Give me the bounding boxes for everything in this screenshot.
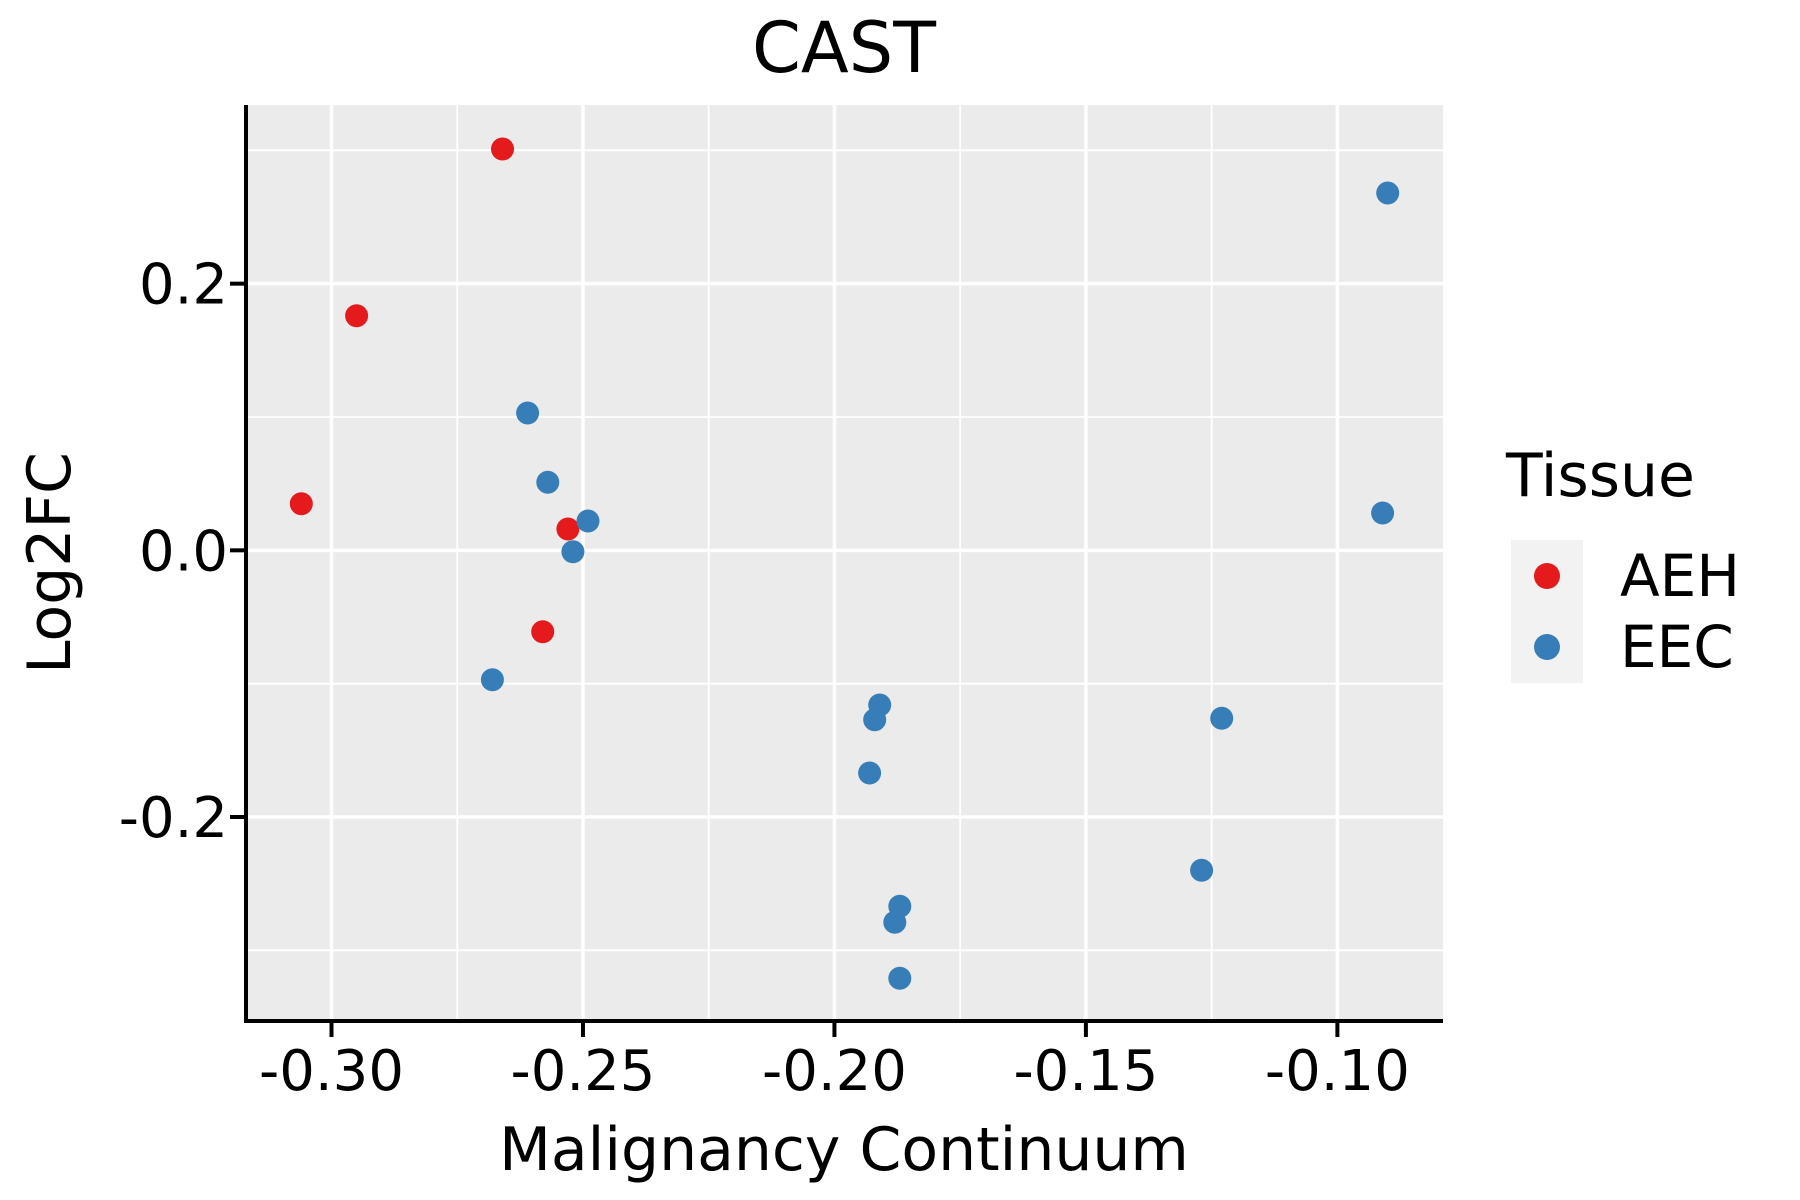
data-points-layer [289, 137, 1400, 990]
data-point-aeh [556, 517, 580, 541]
plot-panel [246, 105, 1443, 1021]
legend-marker-aeh-icon [1534, 563, 1560, 589]
x-tick-label: -0.20 [762, 1039, 907, 1104]
data-point-eec [888, 966, 912, 990]
data-point-eec [858, 761, 882, 785]
x-axis-label: Malignancy Continuum [499, 1115, 1189, 1185]
y-tick-label: 0.2 [139, 253, 228, 318]
y-tick-label: 0.0 [139, 519, 228, 584]
legend-marker-eec-icon [1534, 634, 1560, 660]
data-point-eec [480, 668, 504, 692]
y-tick-label: -0.2 [119, 786, 228, 851]
data-point-eec [576, 509, 600, 533]
legend-label-aeh: AEH [1620, 542, 1740, 610]
data-point-aeh [531, 620, 555, 644]
data-point-eec [883, 910, 907, 934]
data-point-eec [1376, 181, 1400, 205]
data-point-aeh [491, 137, 514, 161]
data-point-eec [516, 401, 540, 425]
plot-panel-layer [246, 105, 1443, 1021]
data-point-eec [1210, 706, 1234, 730]
chart-title: CAST [752, 7, 936, 89]
legend: Tissue AEH EEC [1505, 441, 1740, 683]
data-point-aeh [289, 492, 313, 516]
data-point-eec [1371, 501, 1395, 525]
data-point-eec [863, 708, 887, 732]
x-tick-label: -0.30 [259, 1039, 404, 1104]
data-point-eec [561, 540, 585, 564]
data-point-eec [536, 470, 560, 494]
y-axis-label: Log2FC [15, 452, 85, 674]
x-tick-label: -0.25 [511, 1039, 656, 1104]
legend-label-eec: EEC [1620, 613, 1734, 681]
x-tick-label: -0.15 [1013, 1039, 1158, 1104]
data-point-aeh [345, 304, 369, 328]
x-tick-label: -0.10 [1265, 1039, 1410, 1104]
axes-layer: -0.30 -0.25 -0.20 -0.15 -0.10 0.2 0.0 -0.2 [119, 105, 1443, 1104]
data-point-eec [1190, 858, 1214, 882]
legend-title: Tissue [1505, 441, 1695, 511]
